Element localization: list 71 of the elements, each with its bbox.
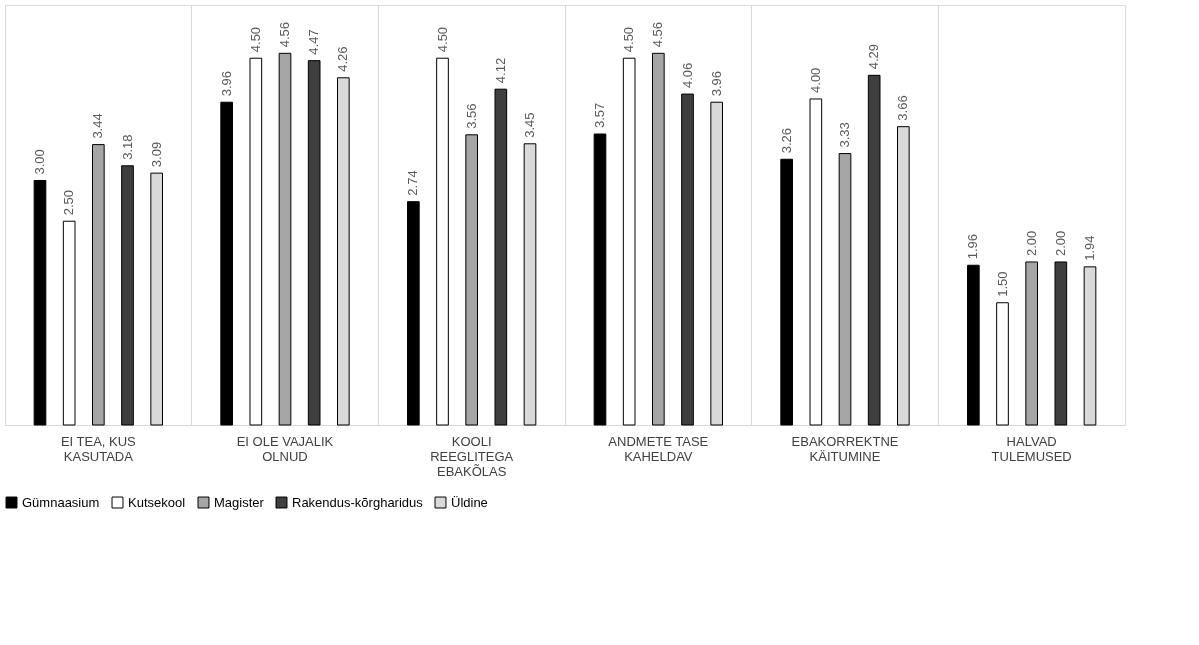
data-label: 3.44 [90,113,106,139]
bar [436,57,449,426]
data-label: 4.47 [306,29,322,55]
data-label: 3.33 [837,122,852,148]
x-tick-label: EI OLE VAJALIK OLNUD [236,433,334,464]
data-label: 4.50 [247,26,263,53]
data-label: 3.57 [592,102,607,129]
bar [867,74,881,426]
legend-label: Kutsekool [128,494,186,510]
data-label: 4.50 [434,26,450,53]
bar [1054,261,1068,426]
bar [33,179,47,426]
legend-label: Üldine [451,494,488,510]
data-label: 3.26 [778,127,794,154]
bar [337,77,350,426]
data-label: 3.96 [708,70,724,97]
data-label: 3.09 [148,141,164,168]
bar [681,93,694,426]
bar [622,57,636,426]
data-label: 1.50 [994,271,1010,297]
bar [249,57,263,426]
legend-label: Magister [214,494,265,510]
bar [278,52,292,426]
legend-label: Gümnaasium [22,494,100,510]
data-label: 4.50 [621,26,637,53]
x-tick-label: ANDMETE TASE KAHELDAV [608,433,709,464]
data-label: 3.96 [218,70,234,97]
bar [897,126,910,426]
bar [150,172,163,426]
x-tick-label: EI TEA, KUS KASUTADA [60,433,137,464]
bar [523,143,537,426]
bar [1083,266,1097,426]
bar [62,220,76,426]
data-label: 4.29 [866,44,882,70]
bar [494,88,508,426]
legend-label: Rakendus-kõrgharidus [292,494,424,510]
bar [593,133,607,426]
data-label: 4.12 [492,57,508,84]
data-label: 1.94 [1082,235,1097,261]
x-tick-label: HALVAD TULEMUSED [991,433,1072,464]
data-label: 2.00 [1023,230,1039,256]
data-label: 2.00 [1052,230,1068,256]
bar [1025,261,1038,426]
x-tick-label: KOOLI REEGLITEGA EBAKÕLAS [430,433,514,479]
data-label: 3.56 [463,103,479,129]
bar [652,52,665,426]
bar [838,153,852,426]
x-tick-label: EBAKORREKTNE KÄITUMINE [791,433,899,464]
data-label: 3.45 [522,112,537,138]
bar [996,302,1009,426]
bar [710,101,723,426]
data-label: 4.06 [679,62,695,89]
data-label: 4.56 [650,22,666,48]
data-label: 4.00 [807,67,823,93]
bar [809,98,823,426]
bar [780,158,793,426]
bar [967,264,980,426]
data-label: 4.56 [277,22,292,48]
data-label: 2.74 [405,170,421,196]
data-label: 3.18 [119,134,135,160]
data-label: 3.00 [32,149,47,175]
data-label: 3.66 [895,95,911,121]
bar [307,60,321,426]
data-label: 2.50 [61,189,77,216]
bar [407,201,420,426]
data-label: 1.96 [965,233,981,260]
bar [465,134,478,426]
bar [92,144,105,426]
data-label: 4.26 [335,46,351,72]
bar [220,101,233,426]
bar [121,165,134,426]
